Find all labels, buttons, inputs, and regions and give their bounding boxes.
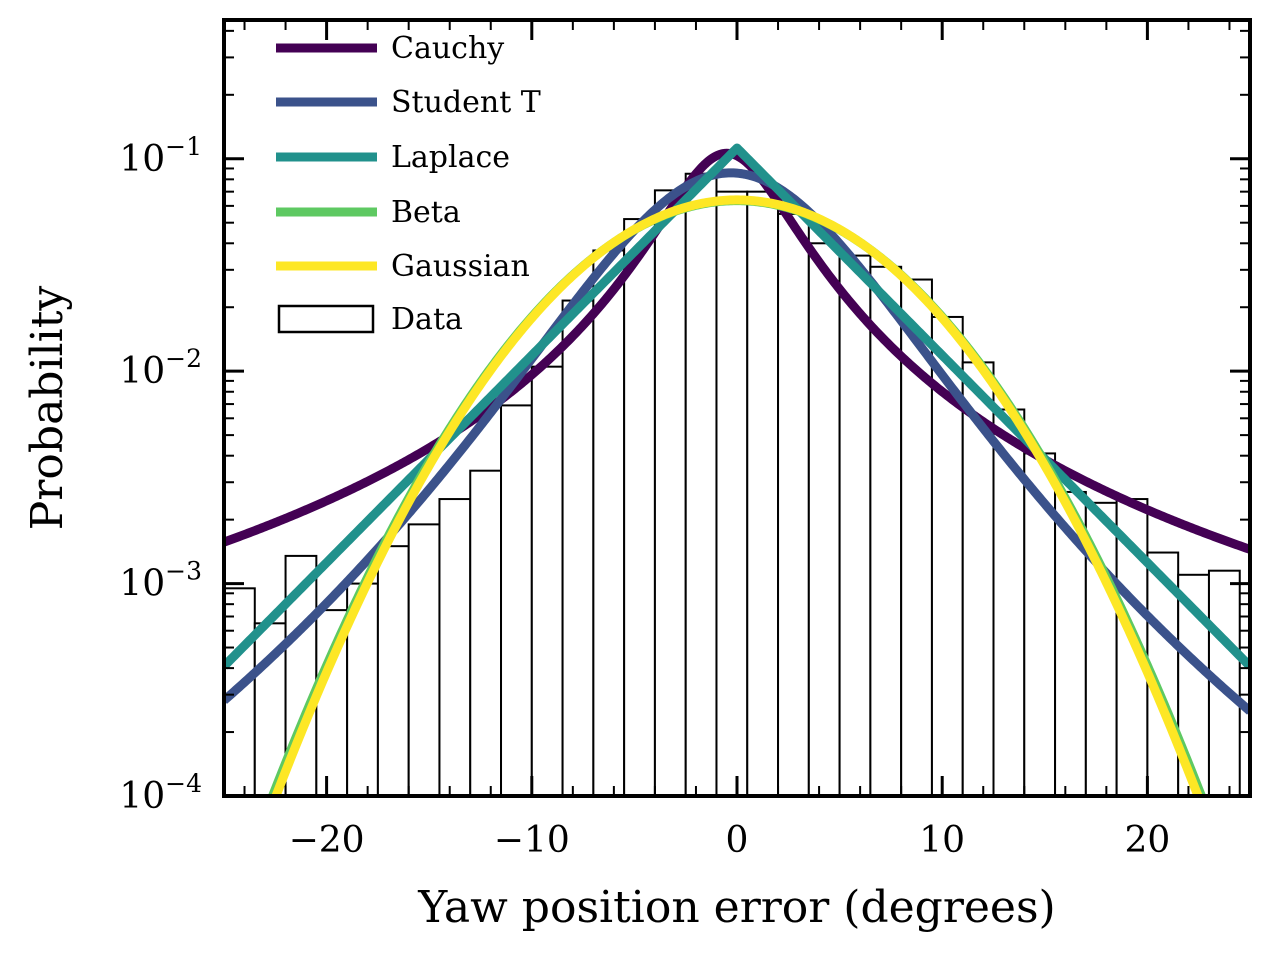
histogram-bar [500,404,533,796]
legend-label-data: Data [391,302,463,337]
y-tick-label: 10−4 [119,769,202,817]
legend-swatch-data [277,304,375,334]
fit-curves [224,143,1250,796]
legend-label-gaussian: Gaussian [391,249,530,284]
histogram-bar [530,365,564,796]
curve-laplace [224,143,1250,670]
histogram-bar [561,299,595,796]
histogram-bar [838,254,872,796]
curve-cauchy [224,148,1250,554]
histogram-bar [407,523,441,796]
x-tick-label: 0 [726,820,749,861]
histogram-bar [807,242,841,796]
histogram-bar [715,190,749,796]
legend-label-student-t: Student T [391,85,541,120]
y-axis-title: Probability [22,286,73,531]
x-axis-title: Yaw position error (degrees) [417,882,1055,933]
histogram-bar [653,189,687,796]
legend-label-beta: Beta [391,195,461,230]
y-tick-label: 10−3 [119,557,202,605]
histogram-bar [777,212,810,796]
histogram-bar [684,172,718,796]
plot-frame [222,18,1252,798]
y-tick-label: 10−2 [119,344,202,392]
tick-labels: −20 −10 0 10 20 10−1 10−2 10−3 10−4 [119,132,1170,861]
x-tick-label: −10 [494,820,570,861]
x-tick-label: −20 [289,820,365,861]
x-tick-label: 20 [1124,820,1170,861]
legend: Cauchy Student T Laplace Beta Gaussian Data [276,31,541,337]
histogram-bar [376,545,410,796]
curve-gaussian [271,195,1203,796]
histogram-bar [746,190,780,796]
histogram-bar [469,469,503,796]
histogram-bar [438,498,472,796]
axis-ticks [224,20,1250,798]
histogram-bar [623,218,656,796]
legend-label-laplace: Laplace [391,140,510,175]
legend-label-cauchy: Cauchy [391,31,504,66]
histogram-bar [592,249,626,796]
x-tick-label: 10 [919,820,965,861]
y-tick-label: 10−1 [119,132,202,180]
